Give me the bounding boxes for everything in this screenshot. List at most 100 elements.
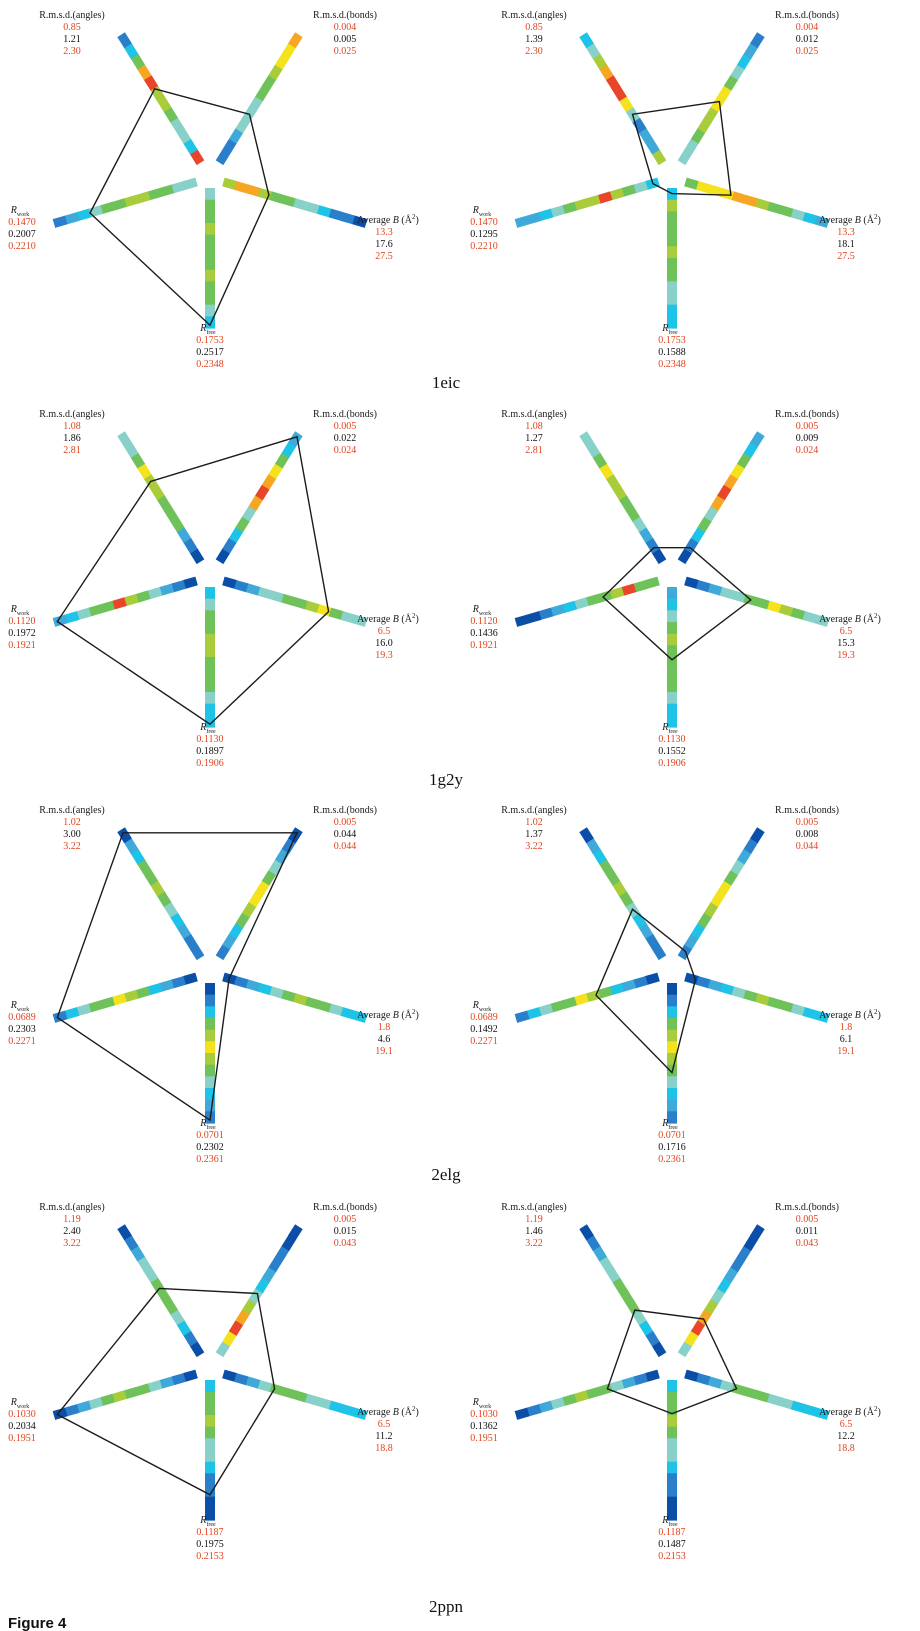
avgb-max: 19.3	[375, 650, 393, 661]
axis-segment	[52, 1010, 68, 1023]
rfree-min: 0.1130	[196, 734, 223, 745]
axis-segment	[710, 96, 726, 112]
axis-segment	[778, 604, 794, 617]
axis-segment	[585, 194, 601, 208]
axis-segment	[143, 1266, 159, 1283]
axis-segment	[169, 1309, 185, 1326]
axis-segment	[633, 1373, 648, 1386]
axis-segment	[750, 32, 765, 49]
axis-segment	[147, 586, 163, 600]
axis-segment	[130, 848, 146, 865]
quality-outline	[631, 100, 732, 196]
axis-segment	[64, 611, 80, 624]
rwork-value: 0.2007	[8, 229, 36, 240]
axis-segment	[585, 1234, 601, 1251]
rwork-max: 0.1921	[470, 640, 498, 651]
axis-segment	[235, 1309, 251, 1326]
axis-segment	[644, 1369, 660, 1382]
axis-segment	[64, 212, 80, 225]
axis-segment	[293, 198, 309, 211]
axis-segment	[171, 976, 186, 989]
axis-segment	[123, 837, 139, 854]
axis-segment	[52, 614, 68, 627]
axis-segment	[123, 194, 139, 208]
axis-segment	[340, 1404, 356, 1417]
bonds-min: 0.005	[334, 421, 357, 432]
rfree-max: 0.2361	[196, 1154, 224, 1165]
axis-segment	[585, 593, 601, 607]
axis-segment	[579, 827, 594, 844]
axis-segment	[248, 96, 264, 112]
axis-segment	[719, 1379, 735, 1393]
axis-segment	[123, 42, 139, 59]
bonds-label: R.m.s.d.(bonds)	[775, 1202, 839, 1213]
axis-segment	[328, 1400, 344, 1413]
axis-segment	[592, 848, 608, 865]
axis-avgb	[222, 177, 368, 228]
axis-segment	[755, 993, 771, 1006]
angles-value: 1.21	[63, 34, 81, 45]
axis-segment	[156, 495, 172, 511]
axis-segment	[111, 1390, 127, 1403]
axis-segment	[52, 1407, 68, 1420]
rfree-label: Rfree	[661, 1118, 678, 1131]
avgb-min: 13.3	[375, 227, 393, 238]
axis-segment	[697, 117, 713, 134]
avgb-value: 17.6	[375, 239, 393, 250]
axis-segment	[526, 1007, 542, 1020]
axis-segment	[723, 1266, 739, 1283]
axis-segment	[281, 593, 297, 607]
axis-segment	[736, 1245, 752, 1262]
bonds-min: 0.005	[796, 817, 819, 828]
axis-segment	[123, 1234, 139, 1251]
axis-segment	[215, 149, 231, 166]
axis-segment	[618, 891, 634, 907]
axis-segment	[137, 1256, 152, 1273]
bonds-label: R.m.s.d.(bonds)	[775, 10, 839, 21]
pdb-id-caption: 1eic	[432, 373, 461, 392]
axis-segment	[171, 1373, 186, 1386]
bonds-value: 0.044	[334, 829, 357, 840]
axis-rwork	[514, 1369, 660, 1420]
axis-bonds	[215, 32, 303, 166]
bonds-min: 0.005	[334, 817, 357, 828]
axis-segment	[235, 912, 251, 929]
rwork-max: 0.1951	[8, 1433, 36, 1444]
axis-segment	[638, 127, 654, 144]
axis-segment	[645, 537, 660, 554]
bonds-value: 0.009	[796, 433, 819, 444]
rwork-label: Rwork	[10, 1397, 29, 1410]
avgb-label: Average B (Å2)	[819, 1405, 881, 1418]
angles-max: 2.30	[525, 46, 543, 57]
bonds-label: R.m.s.d.(bonds)	[313, 10, 377, 21]
axis-segment	[293, 1390, 309, 1403]
angles-min: 1.08	[525, 421, 543, 432]
axis-segment	[684, 138, 699, 155]
quality-outline	[89, 87, 270, 327]
rfree-min: 0.1187	[196, 1527, 223, 1538]
axis-segment	[573, 1390, 589, 1403]
axis-segment	[638, 922, 654, 939]
axis-segment	[703, 901, 719, 918]
axis-segment	[183, 933, 198, 950]
axis-segment	[257, 982, 273, 996]
axis-segment	[281, 441, 297, 458]
axis-segment	[599, 859, 614, 876]
radar-panel-right: R.m.s.d.(angles)1.191.463.22 R.m.s.d.(bon…	[470, 1202, 881, 1562]
axis-rwork	[52, 576, 198, 627]
radar-panel-left: R.m.s.d.(angles)1.023.003.22 R.m.s.d.(bon…	[8, 805, 419, 1165]
axis-angles	[117, 431, 205, 565]
axis-segment	[802, 1007, 818, 1020]
axis-rwork	[52, 972, 198, 1023]
axis-segment	[618, 1288, 634, 1304]
axis-segment	[684, 537, 699, 554]
axis-segment	[288, 1224, 303, 1241]
axis-segment	[176, 922, 192, 939]
axis-segment	[143, 869, 159, 886]
avgb-label: Average B (Å2)	[357, 213, 419, 226]
axis-segment	[612, 880, 627, 897]
quality-outline	[606, 1309, 738, 1415]
axis-segment	[234, 1373, 249, 1386]
axis-segment	[159, 583, 175, 596]
rwork-label: Rwork	[472, 205, 491, 218]
